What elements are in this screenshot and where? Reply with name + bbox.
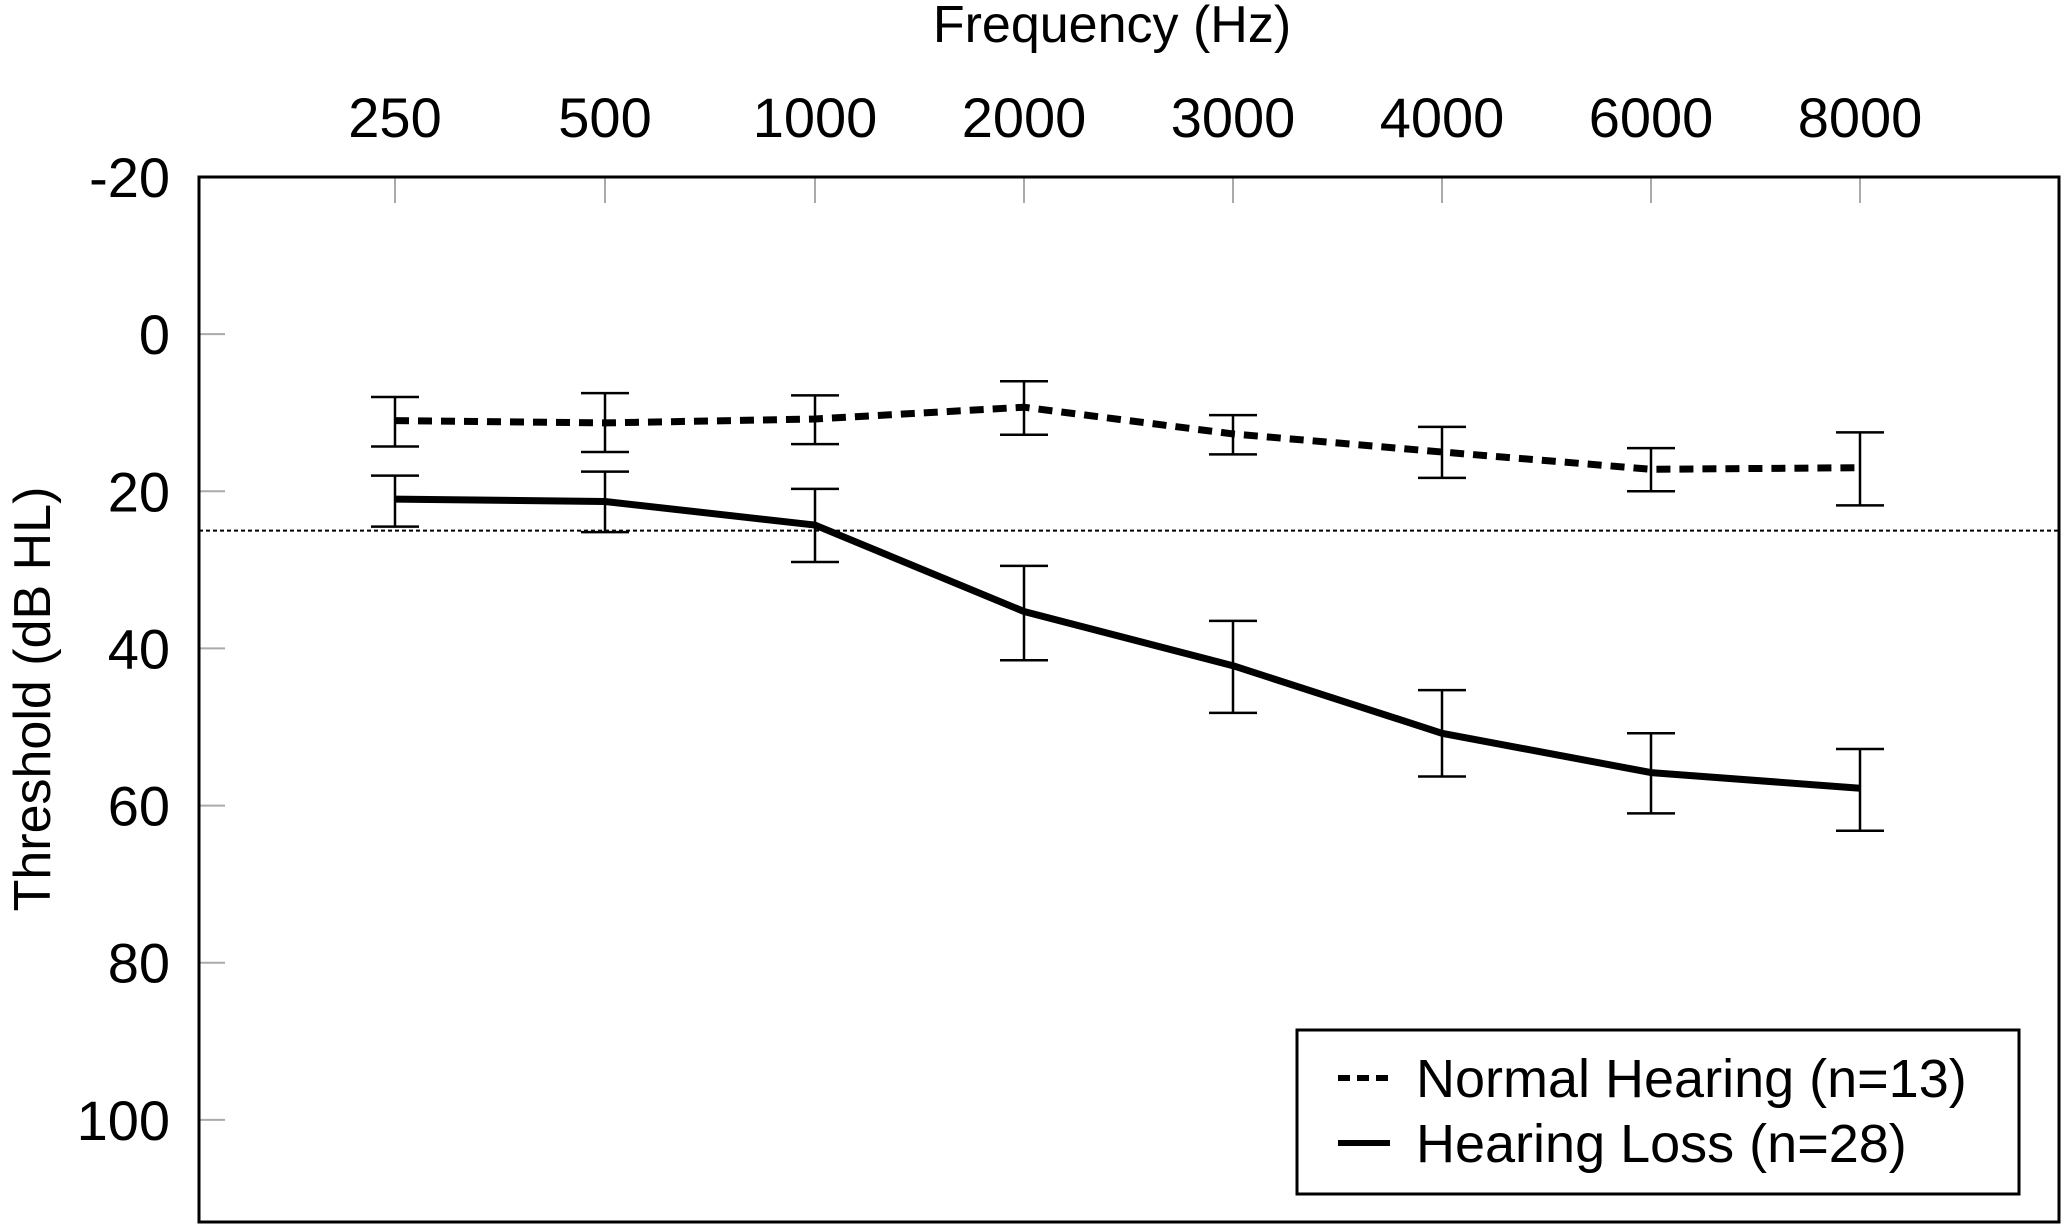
gridlines: [199, 176, 1861, 1121]
legend-label-normal-hearing: Normal Hearing (n=13): [1416, 1049, 1967, 1109]
y-tick-label: 60: [108, 775, 170, 838]
x-tick-label: 3000: [1171, 86, 1296, 149]
x-tick-label: 6000: [1589, 86, 1714, 149]
x-tick-label: 4000: [1380, 86, 1505, 149]
x-tick-label: 8000: [1798, 86, 1923, 149]
y-tick-label: -20: [89, 146, 170, 209]
y-tick-label: 20: [108, 460, 170, 523]
y-tick-label: 40: [108, 617, 170, 680]
y-tick-label: 100: [77, 1089, 170, 1152]
error-bar-normal-hearing: [1836, 431, 1884, 507]
error-bar-normal-hearing: [1418, 425, 1466, 480]
y-tick-label: 80: [108, 932, 170, 995]
x-tick-label: 2000: [962, 86, 1087, 149]
legend: Normal Hearing (n=13) Hearing Loss (n=28…: [1295, 1028, 2021, 1196]
y-tick-label: 0: [139, 303, 170, 366]
x-tick-label: 250: [348, 86, 441, 149]
legend-label-hearing-loss: Hearing Loss (n=28): [1416, 1114, 1907, 1174]
error-bars: [371, 380, 1884, 832]
x-tick-label: 500: [558, 86, 651, 149]
x-axis-title: Frequency (Hz): [933, 0, 1291, 54]
y-axis-title: Threshold (dB HL): [4, 487, 62, 912]
tick-labels: 250 500 1000 2000 3000 4000 6000 8000 -20 0 20 40 60…: [77, 86, 1923, 1152]
plot-frame: [197, 175, 2061, 1224]
legend-box: [1295, 1028, 2021, 1196]
series-lines: [394, 403, 1861, 792]
x-tick-label: 1000: [753, 86, 878, 149]
series-line-hearing-loss: [394, 495, 1861, 792]
series-line-normal-hearing: [394, 403, 1861, 473]
error-bar-normal-hearing: [1627, 446, 1675, 493]
error-bar-hearing-loss: [1836, 747, 1884, 832]
